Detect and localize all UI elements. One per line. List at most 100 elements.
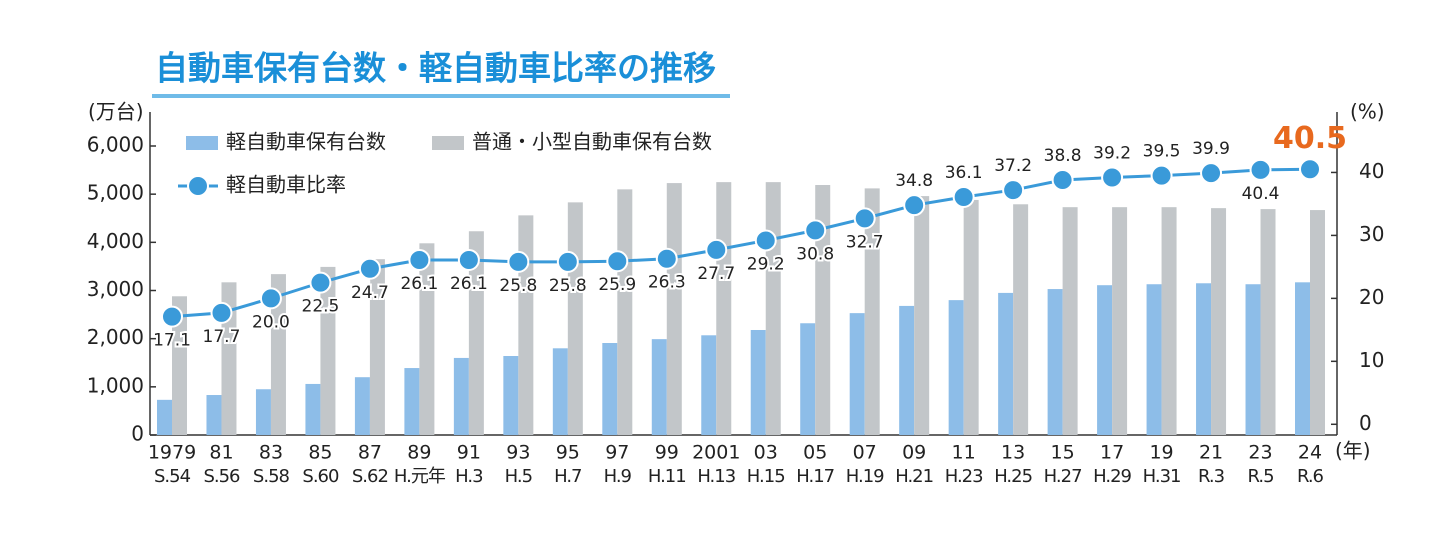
marker	[1101, 166, 1124, 189]
bar	[1146, 284, 1162, 435]
x-tick-label: 95	[556, 442, 580, 464]
y-tick-label: 6,000	[87, 133, 144, 157]
marker	[1200, 162, 1223, 185]
era-label: R.3	[1198, 466, 1225, 487]
x-unit: (年)	[1335, 439, 1371, 463]
marker	[903, 194, 926, 217]
bar	[552, 348, 568, 435]
data-label: 32.7	[846, 232, 884, 252]
bar	[567, 202, 583, 435]
chart-title: 自動車保有台数・軽自動車比率の推移	[155, 49, 716, 88]
data-label: 24.7	[351, 283, 389, 303]
bar	[602, 343, 618, 435]
bar	[172, 296, 187, 435]
data-label: 26.1	[450, 274, 488, 294]
x-tick-label: 1979	[148, 442, 196, 464]
era-label: S.56	[203, 466, 240, 487]
bar	[255, 389, 271, 435]
marker	[952, 186, 975, 208]
x-tick-label: 13	[1001, 442, 1025, 464]
marker	[1299, 158, 1321, 181]
bar	[1097, 285, 1113, 435]
data-label: 17.7	[203, 327, 241, 347]
era-label: H.27	[1044, 466, 1082, 487]
y2-unit: (%)	[1350, 100, 1385, 124]
bar	[998, 292, 1014, 435]
marker	[853, 207, 876, 230]
marker	[655, 247, 678, 270]
x-tick-label: 97	[605, 442, 629, 464]
x-tick-label: 23	[1248, 442, 1272, 464]
bar	[666, 183, 682, 435]
data-label: 40.4	[1242, 184, 1280, 204]
bar	[1211, 208, 1227, 435]
era-label: H.7	[554, 466, 581, 487]
marker	[457, 248, 480, 271]
data-label: 26.1	[400, 274, 438, 294]
era-label: H.11	[648, 466, 686, 487]
era-label: S.54	[154, 466, 191, 487]
x-tick-label: 87	[358, 442, 382, 464]
data-label: 17.1	[153, 331, 191, 351]
marker	[507, 250, 530, 273]
y-tick-label: 4,000	[87, 229, 144, 253]
data-label: 40.5	[1273, 121, 1347, 156]
y2-tick-label: 30	[1359, 222, 1384, 246]
bar	[503, 356, 519, 435]
data-label: 25.8	[549, 276, 587, 296]
y-unit: (万台)	[88, 100, 144, 124]
y2-tick-label: 40	[1359, 159, 1384, 183]
marker	[309, 271, 332, 294]
era-label: H.3	[455, 466, 483, 487]
data-label: 29.2	[747, 254, 785, 274]
y2-tick-label: 20	[1359, 285, 1384, 309]
bar	[765, 182, 781, 435]
bar	[617, 189, 633, 435]
era-label: H.15	[747, 466, 785, 487]
bar	[1245, 284, 1261, 435]
bar	[270, 274, 286, 435]
bar	[1310, 210, 1325, 435]
x-tick-label: 15	[1051, 442, 1075, 464]
era-label: H.19	[846, 466, 884, 487]
data-label: 25.9	[598, 275, 636, 295]
bar	[369, 259, 385, 435]
bar	[404, 368, 420, 435]
data-label: 20.0	[252, 312, 290, 332]
data-label: 27.7	[697, 264, 735, 284]
marker	[1002, 179, 1025, 202]
y-tick-label: 2,000	[87, 325, 144, 349]
x-tick-label: 11	[952, 442, 976, 464]
x-tick-label: 83	[259, 442, 283, 464]
legend-label: 軽自動車保有台数	[226, 130, 386, 154]
y-tick-label: 5,000	[87, 181, 144, 205]
bar	[1295, 282, 1310, 435]
bar	[716, 182, 732, 435]
legend-swatch	[186, 136, 218, 150]
era-label: H.5	[505, 466, 532, 487]
bar	[651, 339, 667, 435]
era-label: H.31	[1143, 466, 1181, 487]
era-label: H.13	[697, 466, 735, 487]
data-label: 39.2	[1093, 143, 1131, 163]
legend-label: 軽自動車比率	[226, 173, 346, 197]
x-tick-label: 93	[506, 442, 530, 464]
x-tick-label: 07	[853, 442, 877, 464]
bar	[1112, 207, 1128, 435]
bar	[963, 199, 979, 435]
data-label: 25.8	[499, 276, 537, 296]
marker	[358, 257, 381, 280]
data-label: 39.5	[1143, 142, 1181, 162]
y2-tick-label: 10	[1359, 348, 1384, 372]
x-tick-label: 85	[308, 442, 332, 464]
y-tick-label: 1,000	[87, 373, 144, 397]
bar	[1260, 209, 1276, 435]
marker	[210, 301, 233, 324]
x-tick-label: 17	[1100, 442, 1124, 464]
marker	[1249, 158, 1272, 181]
marker	[804, 219, 827, 242]
era-label: H.23	[945, 466, 983, 487]
data-label: 38.8	[1044, 146, 1082, 166]
marker	[606, 250, 629, 273]
